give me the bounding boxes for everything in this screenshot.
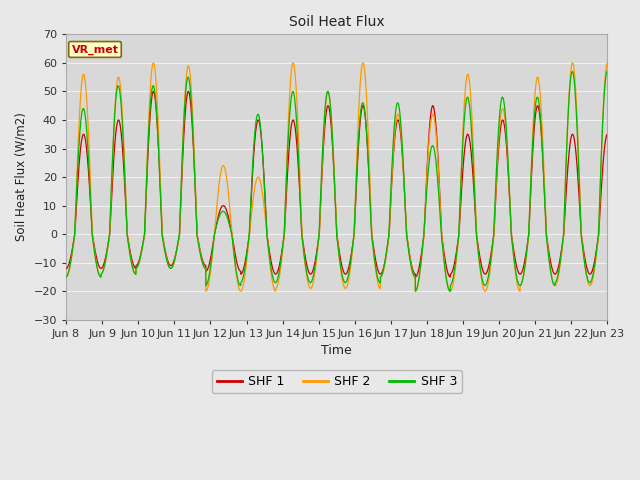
X-axis label: Time: Time — [321, 344, 352, 357]
Title: Soil Heat Flux: Soil Heat Flux — [289, 15, 385, 29]
Y-axis label: Soil Heat Flux (W/m2): Soil Heat Flux (W/m2) — [15, 113, 28, 241]
Text: VR_met: VR_met — [72, 44, 118, 55]
Legend: SHF 1, SHF 2, SHF 3: SHF 1, SHF 2, SHF 3 — [212, 371, 462, 394]
